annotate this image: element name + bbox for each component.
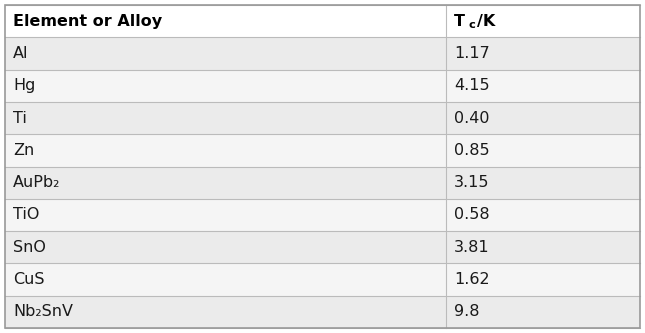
Bar <box>5 231 640 263</box>
Bar <box>5 5 640 37</box>
Text: CuS: CuS <box>13 272 45 287</box>
Text: Al: Al <box>13 46 28 61</box>
Text: Hg: Hg <box>13 78 35 93</box>
Text: TiO: TiO <box>13 207 39 222</box>
Text: 1.62: 1.62 <box>454 272 490 287</box>
Text: Nb₂SnV: Nb₂SnV <box>13 304 73 319</box>
Text: c: c <box>468 20 475 30</box>
Text: T: T <box>454 14 465 29</box>
Text: 3.15: 3.15 <box>454 175 490 190</box>
Text: 4.15: 4.15 <box>454 78 490 93</box>
Text: Element or Alloy: Element or Alloy <box>13 14 162 29</box>
Text: 3.81: 3.81 <box>454 240 490 255</box>
Text: 0.40: 0.40 <box>454 111 490 126</box>
Text: AuPb₂: AuPb₂ <box>13 175 60 190</box>
Text: 1.17: 1.17 <box>454 46 490 61</box>
Bar <box>5 134 640 166</box>
Text: 0.85: 0.85 <box>454 143 490 158</box>
Bar <box>5 102 640 134</box>
Bar <box>5 37 640 70</box>
Text: 0.58: 0.58 <box>454 207 490 222</box>
Text: /K: /K <box>477 14 495 29</box>
Bar <box>5 199 640 231</box>
Text: SnO: SnO <box>13 240 46 255</box>
Bar <box>5 263 640 296</box>
Bar <box>5 70 640 102</box>
Bar <box>5 296 640 328</box>
Text: Ti: Ti <box>13 111 27 126</box>
Bar <box>5 166 640 199</box>
Text: 9.8: 9.8 <box>454 304 479 319</box>
Text: Zn: Zn <box>13 143 34 158</box>
